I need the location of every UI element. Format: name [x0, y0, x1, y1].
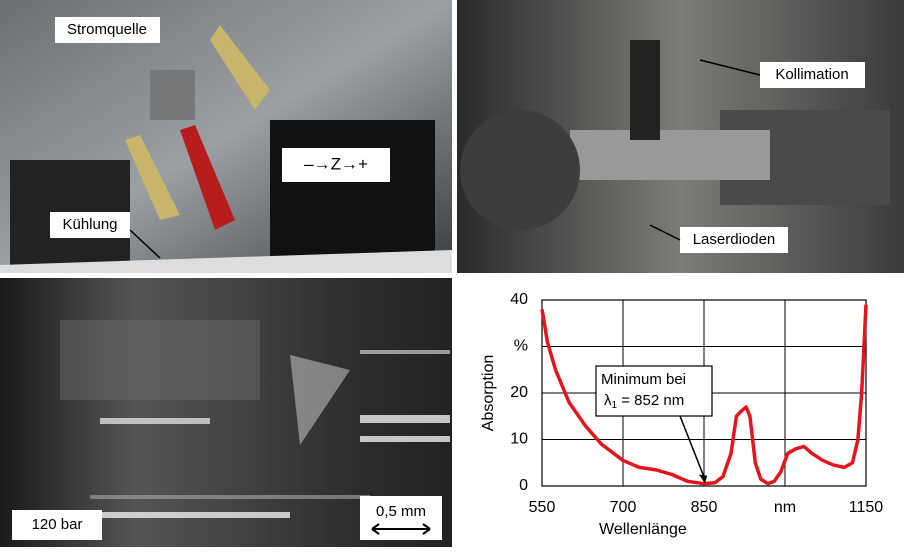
- annotation: Minimum bei: [601, 371, 686, 388]
- label: Kollimation: [775, 66, 848, 83]
- x-tick-label: 1150: [849, 499, 884, 516]
- y-tick-label: 20: [510, 384, 528, 401]
- label: Stromquelle: [67, 21, 147, 38]
- x-tick-label: 850: [691, 499, 718, 516]
- scale-label: 0,5 mm: [376, 503, 426, 520]
- axis-sign: –→Z→+: [304, 154, 368, 173]
- x-tick-label: nm: [774, 499, 796, 516]
- figure: –→Z→+ Stromquelle Kühlung Kollimation La…: [0, 0, 904, 547]
- y-axis-title: Absorption: [480, 355, 497, 432]
- y-tick-label: 0: [519, 477, 528, 494]
- label: Kühlung: [62, 216, 117, 233]
- chart: Wellenlänge Absorption 0 10 20% 40 550 700 850…: [457, 278, 904, 547]
- x-tick-label: 550: [529, 499, 556, 516]
- x-tick-label: 700: [610, 499, 637, 516]
- photo-optics: Kollimation Laserdioden: [457, 0, 904, 273]
- photo-test-rig: –→Z→+ Stromquelle Kühlung: [0, 0, 452, 273]
- y-tick-label: 10: [510, 431, 528, 448]
- x-axis-title: Wellenlänge: [599, 521, 687, 538]
- label: Laserdioden: [693, 231, 776, 248]
- y-tick-label: %: [514, 338, 528, 355]
- photo-spray: 120 bar 0,5 mm: [0, 278, 452, 547]
- y-tick-label: 40: [510, 291, 528, 308]
- label: 120 bar: [32, 516, 83, 533]
